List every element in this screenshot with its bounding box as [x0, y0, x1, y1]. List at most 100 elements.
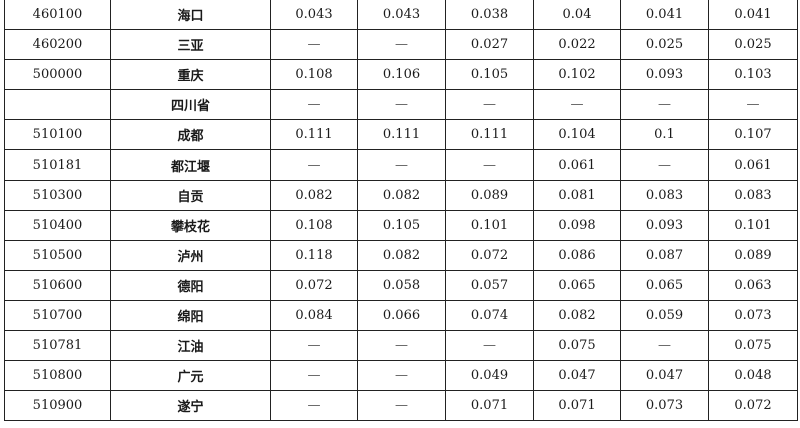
- value-cell: —: [270, 390, 358, 422]
- region-name-cell: 海口: [110, 0, 271, 31]
- value-cell: —: [357, 89, 446, 121]
- value-cell: 0.108: [270, 209, 358, 241]
- value-cell: 0.041: [620, 0, 709, 31]
- table-row: 510500 泸州 0.118 0.082 0.072 0.086 0.087 0.089: [4, 239, 798, 271]
- value-cell: 0.089: [708, 239, 798, 271]
- value-cell: 0.061: [533, 149, 621, 181]
- value-cell: 0.107: [708, 119, 798, 151]
- value-cell: 0.075: [533, 330, 621, 362]
- value-cell: 0.075: [708, 330, 798, 362]
- region-code-cell: 510400: [4, 209, 111, 241]
- value-cell: 0.048: [708, 360, 798, 392]
- region-code-cell: 510800: [4, 360, 111, 392]
- table-row: 500000 重庆 0.108 0.106 0.105 0.102 0.093 0.103: [4, 59, 798, 91]
- value-cell: 0.072: [445, 239, 534, 271]
- region-code-cell: 510900: [4, 390, 111, 422]
- value-cell: 0.047: [533, 360, 621, 392]
- table-row: 510700 绵阳 0.084 0.066 0.074 0.082 0.059 0.073: [4, 299, 798, 332]
- value-cell: —: [445, 330, 534, 362]
- value-cell: —: [620, 330, 709, 362]
- value-cell: —: [270, 89, 358, 121]
- region-code-cell: 500000: [4, 59, 111, 91]
- value-cell: 0.071: [533, 390, 621, 422]
- value-cell: 0.049: [445, 360, 534, 392]
- table-row: 510181 都江堰 — — —0.061—0.061: [4, 149, 798, 181]
- value-cell: 0.071: [445, 390, 534, 422]
- value-cell: 0.089: [445, 179, 534, 211]
- region-name-cell: 成都: [110, 119, 271, 151]
- region-name-cell: 泸州: [110, 239, 271, 271]
- value-cell: 0.081: [533, 179, 621, 211]
- region-code-cell: 510181: [4, 149, 111, 181]
- value-cell: —: [270, 149, 358, 181]
- value-cell: 0.065: [533, 269, 621, 301]
- value-cell: 0.027: [445, 29, 534, 61]
- region-name-cell: 攀枝花: [110, 209, 271, 241]
- value-cell: —: [620, 89, 709, 121]
- value-cell: 0.083: [620, 179, 709, 211]
- region-code-cell: 510781: [4, 330, 111, 362]
- value-cell: 0.084: [270, 299, 358, 332]
- value-cell: —: [270, 29, 358, 61]
- region-name-cell: 四川省: [110, 89, 271, 121]
- value-cell: 0.073: [708, 299, 798, 332]
- value-cell: 0.082: [357, 239, 446, 271]
- table-row: 510600 德阳 0.072 0.058 0.057 0.065 0.065 0.063: [4, 269, 798, 301]
- region-code-cell: 510500: [4, 239, 111, 271]
- region-name-cell: 广元: [110, 360, 271, 392]
- value-cell: 0.105: [445, 59, 534, 91]
- region-code-cell: 460100: [4, 0, 111, 31]
- region-code-cell: 510600: [4, 269, 111, 301]
- value-cell: 0.102: [533, 59, 621, 91]
- value-cell: 0.065: [620, 269, 709, 301]
- value-cell: 0.108: [270, 59, 358, 91]
- value-cell: —: [270, 360, 358, 392]
- value-cell: 0.101: [445, 209, 534, 241]
- value-cell: —: [445, 89, 534, 121]
- region-name-cell: 德阳: [110, 269, 271, 301]
- value-cell: 0.058: [357, 269, 446, 301]
- value-cell: 0.105: [357, 209, 446, 241]
- value-cell: 0.059: [620, 299, 709, 332]
- value-cell: 0.111: [270, 119, 358, 151]
- value-cell: —: [357, 390, 446, 422]
- table-row: 510781 江油 — — —0.075—0.075: [4, 330, 798, 362]
- region-name-cell: 自贡: [110, 179, 271, 211]
- value-cell: 0.098: [533, 209, 621, 241]
- value-cell: 0.093: [620, 59, 709, 91]
- value-cell: —: [270, 330, 358, 362]
- region-code-cell: 510300: [4, 179, 111, 211]
- value-cell: 0.111: [445, 119, 534, 151]
- table-row: 510100 成都 0.111 0.111 0.111 0.104 0.1 0.107: [4, 119, 798, 151]
- region-code-cell: 460200: [4, 29, 111, 61]
- value-cell: 0.083: [708, 179, 798, 211]
- value-cell: —: [357, 149, 446, 181]
- value-cell: 0.066: [357, 299, 446, 332]
- value-cell: —: [357, 29, 446, 61]
- value-cell: 0.093: [620, 209, 709, 241]
- value-cell: 0.041: [708, 0, 798, 31]
- region-name-cell: 都江堰: [110, 149, 271, 181]
- value-cell: 0.101: [708, 209, 798, 241]
- region-code-cell: 510700: [4, 299, 111, 332]
- table-body: 460100 海口 0.043 0.043 0.038 0.04 0.041 0.041 460…: [4, 0, 798, 422]
- region-code-cell: 510100: [4, 119, 111, 151]
- value-cell: 0.111: [357, 119, 446, 151]
- table-row: 460100 海口 0.043 0.043 0.038 0.04 0.041 0.041: [4, 0, 798, 31]
- table-row: 510300 自贡 0.082 0.082 0.089 0.081 0.083 0.083: [4, 179, 798, 211]
- value-cell: —: [445, 149, 534, 181]
- table-row: 510800 广元 — —0.049 0.047 0.047 0.048: [4, 360, 798, 392]
- value-cell: 0.082: [357, 179, 446, 211]
- value-cell: 0.104: [533, 119, 621, 151]
- value-cell: 0.022: [533, 29, 621, 61]
- data-table: 460100 海口 0.043 0.043 0.038 0.04 0.041 0.041 460…: [4, 0, 798, 422]
- table-row: 460200 三亚 — —0.027 0.022 0.025 0.025: [4, 29, 798, 61]
- value-cell: —: [357, 330, 446, 362]
- region-name-cell: 绵阳: [110, 299, 271, 332]
- value-cell: 0.072: [270, 269, 358, 301]
- value-cell: 0.082: [533, 299, 621, 332]
- value-cell: —: [708, 89, 798, 121]
- region-name-cell: 重庆: [110, 59, 271, 91]
- value-cell: 0.087: [620, 239, 709, 271]
- value-cell: 0.082: [270, 179, 358, 211]
